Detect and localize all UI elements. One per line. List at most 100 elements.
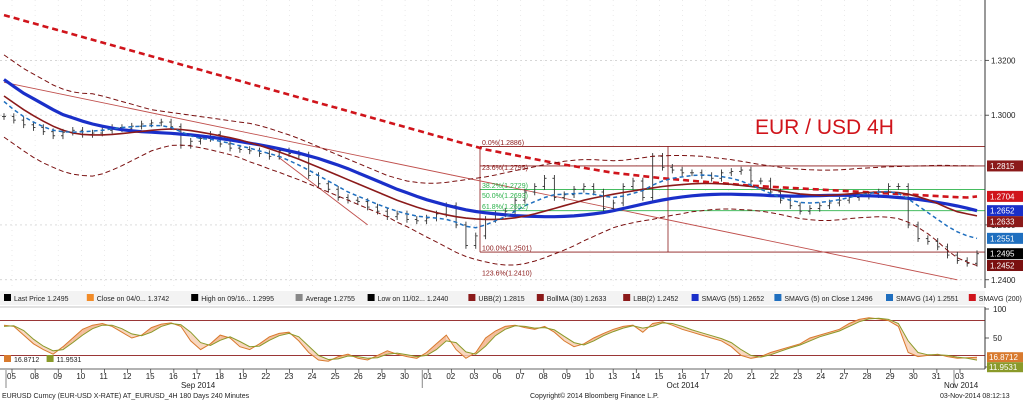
osc-fill-segment [308, 346, 319, 361]
time-tick-label: 17 [701, 372, 710, 381]
fibonacci-labels: 0.0%(1.2886) 23.6%(1.2795) 38.2%(1.2729) 50… [482, 140, 532, 278]
fibo-label-1: 23.6%(1.2795) [482, 165, 528, 172]
time-tick-label: 16 [678, 372, 687, 381]
osc-fill-segment [298, 336, 309, 353]
time-tick-label: 30 [909, 372, 918, 381]
trend-lines [3, 81, 958, 281]
time-tick-label: 19 [238, 372, 247, 381]
price-tag: 1.2815 [987, 160, 1023, 172]
price-bar [473, 232, 478, 249]
osc-legend-label: 11.9531 [57, 357, 82, 364]
series-line-smavg-14- [3, 100, 978, 240]
fibo-label-6: 123.6%(1.2410) [482, 271, 532, 278]
legend-label: SMAVG (200) 1.2704 [979, 296, 1024, 303]
price-bar [925, 235, 930, 245]
price-bar [552, 174, 557, 201]
legend-item: Last Price 1.2495 [4, 294, 69, 303]
osc-value-tag: 16.8712 [987, 352, 1023, 363]
price-bar [906, 183, 911, 229]
price-tag: 1.2495 [987, 248, 1023, 260]
price-tag-box [987, 248, 1023, 260]
osc-fill-segment [741, 349, 751, 359]
time-tick-label: 23 [793, 372, 802, 381]
osc-fill-segment [682, 326, 692, 333]
legend-swatch [367, 294, 375, 301]
time-tick-label: 16 [169, 372, 178, 381]
price-tag: 1.2704 [987, 190, 1023, 202]
trend-line-upper [3, 81, 958, 281]
price-tag-label: 1.2495 [990, 250, 1015, 259]
price-bar [955, 251, 960, 264]
price-tag-box [987, 160, 1023, 172]
price-value-tags: 1.2815 1.2704 1.2652 1.2633 1.2551 1.2495 1.24… [987, 160, 1023, 272]
price-bar [532, 183, 537, 196]
price-bar [601, 188, 606, 212]
osc-fill-segment [485, 331, 496, 347]
price-bar [336, 185, 341, 201]
price-tag-label: 1.2452 [990, 262, 1015, 271]
price-bar [621, 183, 626, 207]
price-tick-label-3: 1.2400 [991, 276, 1016, 285]
price-tick-label-1: 1.3000 [991, 111, 1016, 120]
price-bar [463, 221, 468, 249]
price-bar [768, 177, 773, 196]
legend-swatch [468, 294, 476, 301]
price-bar [21, 116, 26, 129]
month-label: Sep 2014 [181, 381, 216, 390]
legend-swatch [295, 294, 303, 301]
price-bar [522, 188, 527, 204]
time-tick-label: 07 [516, 372, 525, 381]
time-tick-label: 03 [955, 372, 964, 381]
price-bar [798, 202, 803, 215]
osc-legend-item: 16.8712 [4, 355, 39, 364]
osc-fill-segment [23, 330, 34, 344]
legend-item: LBB(2) 1.2452 [623, 294, 678, 303]
price-bar [228, 140, 233, 152]
price-bar [807, 205, 812, 215]
osc-fill-segment [495, 326, 506, 336]
legend-swatch [623, 294, 631, 301]
price-tag-label: 1.2704 [990, 192, 1015, 201]
time-tick-label: 31 [932, 372, 941, 381]
main-grid [0, 0, 985, 288]
legend-swatch [86, 294, 94, 301]
time-tick-label: 10 [585, 372, 594, 381]
osc-fill-segment [121, 328, 132, 338]
price-bar [631, 177, 636, 190]
price-tag-box [987, 190, 1023, 202]
fibo-label-0: 0.0%(1.2886) [482, 140, 524, 147]
legend-swatch [191, 294, 199, 301]
trend-line-channel [278, 157, 368, 226]
time-tick-label: 24 [308, 372, 317, 381]
time-tick-label: 09 [53, 372, 62, 381]
month-label: Oct 2014 [667, 381, 700, 390]
osc-k-line [3, 317, 978, 362]
price-tag-box [987, 260, 1023, 272]
price-bar [31, 121, 36, 131]
legend-item: SMAVG (200) 1.2704 [968, 294, 1024, 303]
indicator-lines [3, 13, 978, 266]
price-bar [689, 169, 694, 177]
osc-fill-segment [603, 329, 614, 336]
price-bar [572, 185, 577, 199]
price-tag-label: 1.2652 [990, 207, 1015, 216]
series-line-smavg-200- [3, 13, 978, 199]
main-plot-area [0, 0, 985, 288]
chart-title: EUR / USD 4H [755, 116, 894, 139]
footer-security: EURUSD Curncy (EUR-USD X-RATE) AT_EURUSD… [2, 393, 250, 400]
osc-fill-segment [436, 335, 447, 350]
legend-label: SMAVG (14) 1.2551 [896, 296, 959, 303]
osc-fill-segment [269, 333, 280, 341]
price-bar [139, 120, 144, 130]
osc-value-tag-label: 16.8712 [989, 353, 1018, 362]
legend-swatch [968, 294, 976, 301]
time-tick-label: 29 [377, 372, 386, 381]
time-tick-label: 20 [724, 372, 733, 381]
osc-value-tag-label: 11.9531 [989, 363, 1018, 372]
legend-label: High on 09/16... 1.2995 [201, 296, 274, 303]
osc-fill-segment [82, 325, 93, 336]
fibo-label-3: 50.0%(1.2693) [482, 193, 528, 200]
fibo-label-5: 100.0%(1.2501) [482, 246, 532, 253]
